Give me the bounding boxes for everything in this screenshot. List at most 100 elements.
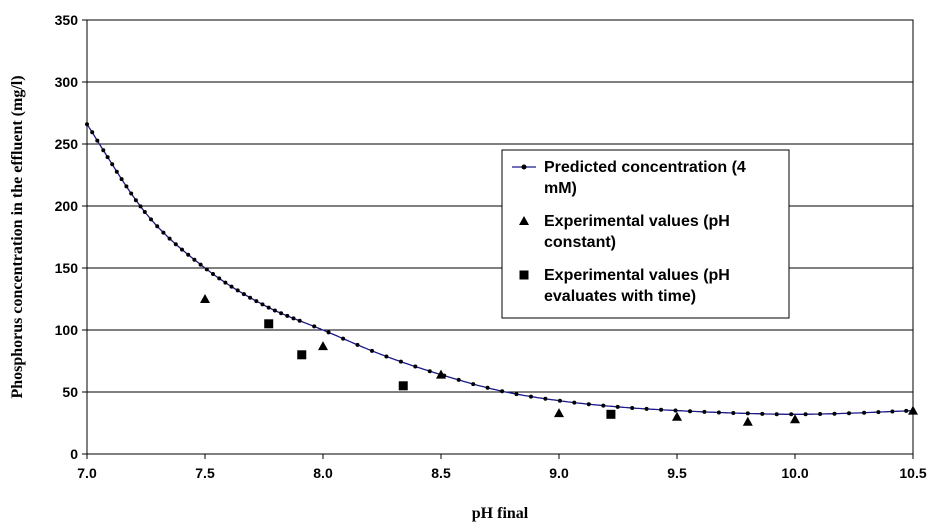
gridlines: [87, 81, 913, 393]
predicted-point: [326, 330, 331, 335]
predicted-point: [818, 412, 823, 416]
x-tick-label: 7.5: [195, 465, 215, 481]
predicted-point: [471, 382, 476, 387]
predicted-point: [110, 162, 115, 167]
predicted-point: [105, 155, 110, 160]
predicted-point: [774, 412, 779, 417]
y-tick-label: 300: [55, 74, 79, 90]
experimental-ph-time-point: [398, 381, 408, 391]
legend-label: Experimental values (pH: [544, 267, 730, 284]
predicted-point: [355, 342, 360, 347]
predicted-point: [745, 411, 750, 416]
experimental-ph-constant-point: [672, 411, 682, 421]
y-tick-label: 150: [55, 260, 79, 276]
predicted-point: [297, 318, 302, 323]
predicted-point: [149, 217, 153, 222]
predicted-point: [659, 407, 664, 412]
legend-label: mM): [544, 180, 577, 197]
predicted-point: [890, 409, 895, 414]
predicted-point: [155, 224, 160, 229]
legend-dot-swatch: [521, 164, 527, 170]
predicted-point: [789, 412, 794, 417]
y-tick-label: 0: [70, 446, 78, 462]
x-tick-label: 8.5: [431, 465, 451, 481]
legend-label: Experimental values (pH: [544, 213, 730, 230]
predicted-point: [124, 184, 129, 189]
predicted-point: [254, 299, 259, 304]
y-tick-label: 250: [55, 136, 79, 152]
legend-triangle-swatch: [519, 216, 529, 225]
x-tick-label: 9.0: [549, 465, 569, 481]
predicted-point: [272, 308, 277, 313]
series-layer: [85, 122, 918, 426]
predicted-point: [90, 130, 95, 135]
predicted-point: [114, 169, 119, 174]
legend-label: Predicted concentration (4: [544, 159, 746, 176]
predicted-point: [413, 364, 418, 369]
predicted-point: [204, 267, 209, 272]
predicted-point: [832, 411, 837, 416]
experimental-ph-constant-point: [790, 414, 800, 424]
predicted-point: [192, 257, 197, 262]
legend: Predicted concentration (4 mM) Experimenta…: [501, 149, 790, 319]
predicted-point: [198, 262, 203, 267]
experimental-ph-constant-point: [200, 294, 210, 303]
x-tick-label: 9.5: [667, 465, 687, 481]
predicted-point: [688, 409, 692, 414]
legend-label: constant): [544, 234, 616, 251]
predicted-point: [279, 311, 284, 316]
predicted-point: [716, 410, 721, 415]
predicted-point: [904, 408, 909, 413]
experimental-ph-constant-point: [436, 369, 446, 379]
predicted-point: [266, 305, 271, 310]
predicted-point: [803, 412, 808, 417]
predicted-point: [514, 392, 519, 397]
predicted-point: [235, 288, 240, 293]
predicted-point: [180, 247, 184, 252]
legend-box: [501, 149, 790, 319]
y-tick-label: 100: [55, 322, 79, 338]
predicted-point: [500, 389, 505, 394]
predicted-point: [133, 198, 138, 203]
predicted-point: [543, 396, 548, 401]
predicted-point: [223, 280, 228, 285]
predicted-point: [485, 385, 490, 390]
predicted-point: [862, 410, 867, 415]
x-axis-title: pH final: [472, 505, 529, 522]
experimental-ph-constant-point: [554, 408, 564, 418]
predicted-point: [85, 122, 89, 127]
x-tick-label: 8.0: [313, 465, 333, 481]
x-tick-label: 10.0: [781, 465, 808, 481]
legend-item: Experimental values (pH evaluates with ti…: [519, 267, 730, 305]
predicted-point: [572, 400, 577, 405]
predicted-point: [557, 398, 562, 403]
predicted-point: [186, 252, 191, 257]
predicted-point: [644, 406, 649, 411]
predicted-point: [167, 236, 172, 241]
experimental-ph-time-point: [606, 409, 616, 419]
axis-ticks: [82, 19, 914, 459]
x-tick-labels: 7.0 7.5 8.0 8.5 9.0 9.5 10.0 10.5: [77, 465, 927, 481]
predicted-point: [398, 359, 403, 364]
legend-label: evaluates with time): [544, 288, 696, 305]
legend-item: Predicted concentration (4 mM): [512, 159, 746, 197]
predicted-point: [427, 369, 432, 374]
predicted-point: [161, 230, 166, 235]
predicted-point: [312, 324, 317, 329]
predicted-point: [142, 210, 147, 214]
experimental-ph-time-point: [297, 350, 307, 360]
predicted-point: [241, 292, 246, 297]
predicted-point: [876, 410, 881, 415]
predicted-point: [370, 348, 374, 353]
predicted-point: [847, 411, 851, 416]
predicted-point: [601, 403, 606, 408]
predicted-point: [101, 148, 106, 153]
predicted-point: [95, 138, 100, 143]
predicted-point: [630, 406, 635, 410]
predicted-point: [702, 409, 707, 414]
y-tick-labels: 0 50 100 150 200 250 300 350: [55, 12, 79, 462]
predicted-point: [615, 404, 620, 409]
predicted-point: [341, 336, 346, 341]
y-tick-label: 350: [55, 12, 79, 28]
